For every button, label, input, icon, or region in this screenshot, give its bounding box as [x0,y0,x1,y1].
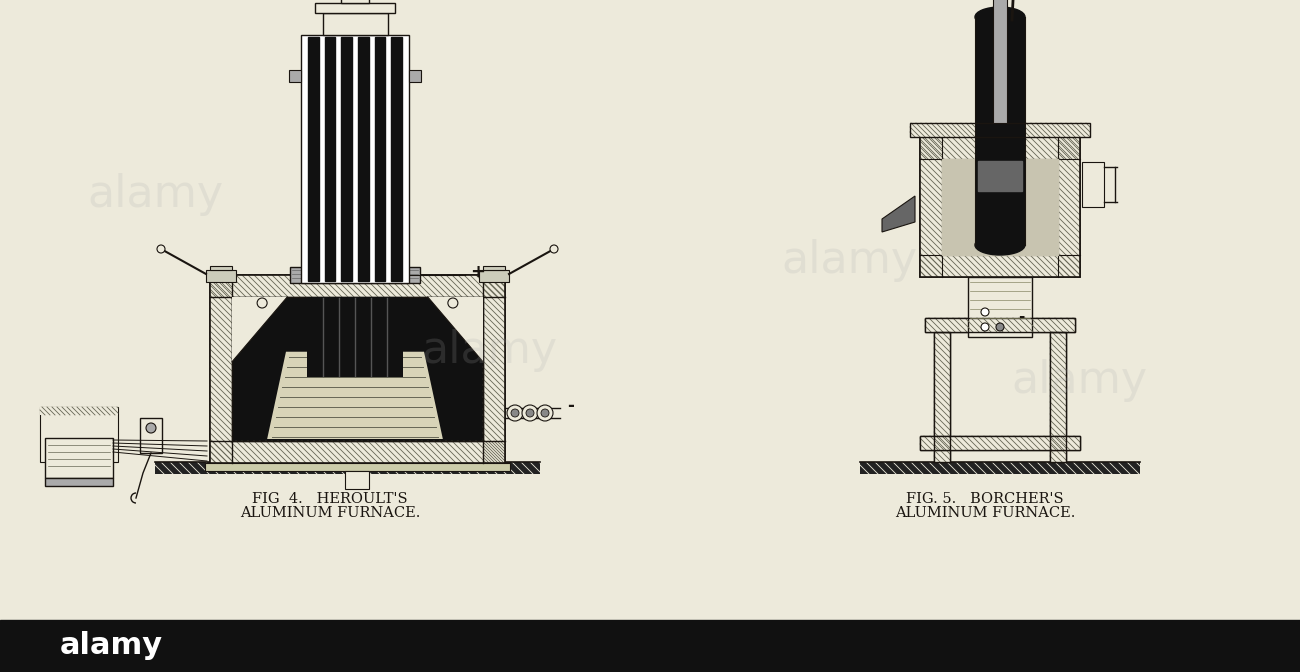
Bar [40,407,118,415]
Bar [910,123,1089,137]
Circle shape [507,405,523,421]
Bar [211,275,504,463]
Circle shape [982,308,989,316]
Bar [341,37,352,281]
Bar [211,441,504,463]
Text: -: - [1018,310,1024,325]
Circle shape [257,298,266,308]
Circle shape [448,298,458,308]
Circle shape [511,409,519,417]
Bar [341,0,369,3]
Bar [933,332,950,462]
Bar [325,37,335,281]
Bar [968,277,1032,337]
Ellipse shape [975,7,1024,27]
Bar [993,0,1008,123]
Text: +: + [471,263,485,281]
Bar [975,17,1024,245]
Bar [205,270,237,282]
Bar [1058,137,1080,277]
Circle shape [537,405,552,421]
Polygon shape [881,196,915,232]
Bar [289,70,302,82]
Bar [40,407,118,462]
Bar [920,436,1080,450]
Bar [211,266,231,270]
Bar [920,436,1080,450]
Text: FIG. 5.   BORCHER'S: FIG. 5. BORCHER'S [906,492,1063,506]
Polygon shape [428,297,484,362]
Bar [933,332,950,462]
Bar [1082,162,1104,207]
Bar [978,161,1022,191]
Text: alamy: alamy [781,239,918,282]
Circle shape [526,409,534,417]
Bar [1050,332,1066,462]
Bar [910,123,1089,137]
Bar [0,620,1300,672]
Bar [410,70,421,82]
Bar [205,463,510,471]
Bar [1050,332,1066,462]
Bar [933,332,950,462]
Text: FIG  4.   HEROULT'S: FIG 4. HEROULT'S [252,492,408,506]
Bar [926,318,1075,332]
Bar [46,478,113,486]
Bar [307,297,403,377]
Circle shape [982,323,989,331]
Circle shape [146,423,156,433]
Bar [478,270,510,282]
Text: ALUMINUM FURNACE.: ALUMINUM FURNACE. [894,506,1075,520]
Bar [391,37,402,281]
Circle shape [523,405,538,421]
Bar [231,297,484,441]
Bar [920,137,1080,277]
Bar [926,318,1075,332]
Ellipse shape [975,235,1024,255]
Bar [211,275,504,297]
Bar [46,438,113,478]
Bar [926,318,1075,332]
Bar [315,3,395,13]
Bar [344,471,369,489]
Bar [920,137,1080,277]
Circle shape [157,245,165,253]
Bar [942,159,1058,255]
Bar [211,275,231,463]
Bar [322,13,387,35]
Text: alamy: alamy [422,329,558,372]
Circle shape [550,245,558,253]
Text: Image ID: 2XEHXGA
www.alamy.com: Image ID: 2XEHXGA www.alamy.com [1195,638,1284,658]
Polygon shape [268,351,443,439]
Bar [308,37,318,281]
Bar [920,255,1080,277]
Bar [484,266,504,270]
Text: alamy: alamy [60,632,162,661]
Bar [290,267,420,283]
Circle shape [996,323,1004,331]
Text: -: - [567,397,573,415]
Bar [155,462,540,474]
Bar [358,37,369,281]
Bar [920,137,1080,159]
Bar [302,35,410,283]
Text: ALUMINUM FURNACE.: ALUMINUM FURNACE. [239,506,420,520]
Text: alamy: alamy [87,173,224,216]
Text: alamy: alamy [1011,358,1148,401]
Bar [920,137,942,277]
Bar [1050,332,1066,462]
Bar [374,37,385,281]
Polygon shape [231,297,287,362]
Bar [920,436,1080,450]
Bar [140,418,162,453]
Circle shape [541,409,549,417]
Bar [484,275,504,463]
Bar [861,462,1140,474]
